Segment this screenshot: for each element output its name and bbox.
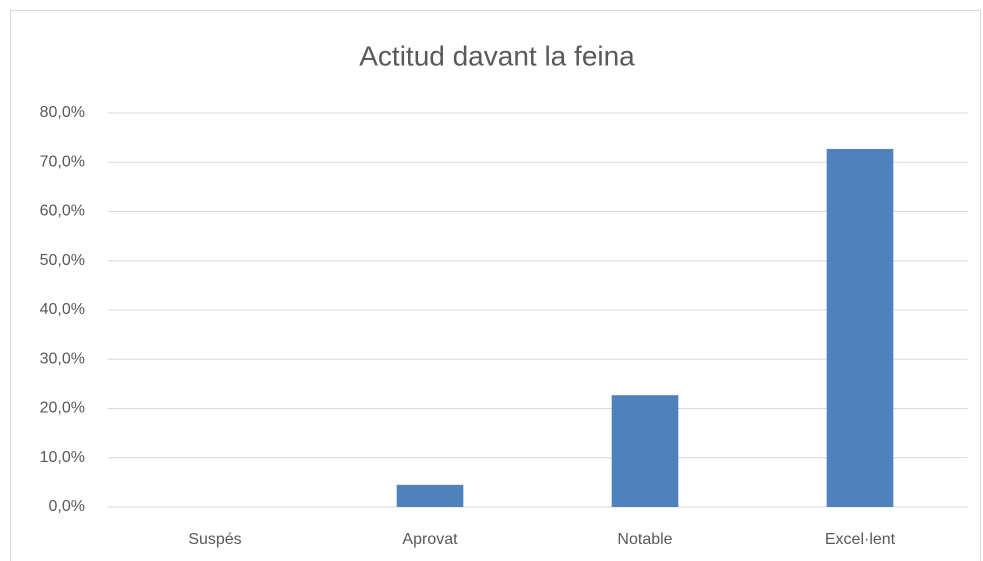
bar [611, 395, 679, 507]
y-tick-label: 60,0% [40, 203, 85, 220]
chart-border [10, 10, 981, 561]
x-tick-label: Suspés [188, 531, 241, 548]
x-tick-label: Notable [617, 531, 672, 548]
y-tick-label: 40,0% [40, 301, 85, 318]
bar [826, 148, 894, 507]
chart-title: Actitud davant la feina [359, 40, 635, 71]
y-tick-label: 0,0% [49, 498, 85, 515]
y-tick-label: 50,0% [40, 252, 85, 269]
y-tick-label: 70,0% [40, 153, 85, 170]
x-tick-label: Excel·lent [825, 531, 896, 548]
y-tick-label: 20,0% [40, 400, 85, 417]
x-tick-label: Aprovat [402, 531, 458, 548]
y-tick-label: 80,0% [40, 104, 85, 121]
bar [396, 484, 464, 507]
y-tick-label: 30,0% [40, 350, 85, 367]
y-tick-label: 10,0% [40, 449, 85, 466]
